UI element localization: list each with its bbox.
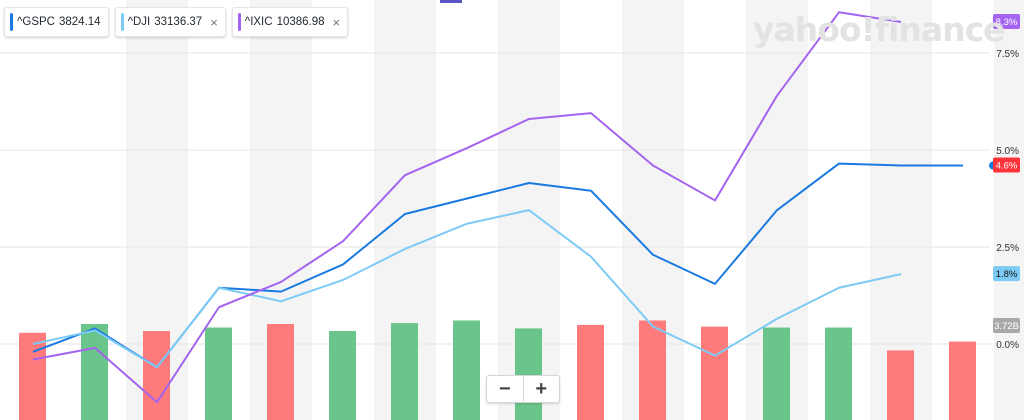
legend-chip-gspc[interactable]: ^GSPC 3824.14: [4, 7, 109, 37]
end-label-bg: [993, 13, 1020, 29]
series-line: [32, 11, 902, 404]
volume-bar: [391, 323, 418, 420]
topmark: [440, 0, 462, 3]
volume-bar: [329, 331, 356, 420]
y-tick-label: 7.5%: [996, 49, 1019, 60]
series-end-label: 8.3%: [993, 13, 1020, 29]
background-band: [870, 0, 932, 420]
series-end-label: 1.8%: [993, 266, 1020, 282]
volume-bar: [887, 350, 914, 420]
legend-symbol: ^GSPC: [17, 16, 55, 28]
volume-bar: [763, 327, 790, 420]
end-label-bg: [993, 157, 1020, 173]
volume-bar: [81, 324, 108, 420]
legend-chip-dji[interactable]: ^DJI 33136.37 ×: [114, 7, 226, 37]
yahoo-finance-watermark: yahoo!finance: [753, 10, 1006, 49]
volume-bar: [639, 320, 666, 420]
close-icon[interactable]: ×: [210, 14, 218, 30]
legend-chip-ixic[interactable]: ^IXIC 10386.98 ×: [231, 7, 349, 37]
end-label-text: 1.8%: [996, 269, 1018, 280]
zoom-out-button[interactable]: −: [487, 376, 524, 402]
end-label-text: 3.72B: [994, 321, 1019, 332]
legend-symbol: ^DJI: [127, 16, 151, 28]
end-label-bg: [993, 266, 1020, 282]
zoom-in-button[interactable]: +: [535, 377, 548, 400]
end-label-text: 8.3%: [996, 17, 1018, 28]
volume-bar: [949, 341, 976, 420]
y-tick-label: 2.5%: [996, 243, 1019, 254]
legend-value: 3824.14: [59, 16, 101, 28]
close-icon[interactable]: ×: [332, 14, 341, 30]
volume-label: 3.72B: [993, 318, 1020, 333]
series-color-marker: [120, 13, 124, 31]
legend-value: 33136.37: [154, 16, 203, 28]
volume-bar: [205, 327, 232, 420]
series-color-marker: [10, 13, 13, 31]
volume-bar: [19, 332, 46, 420]
series-end-label: 4.6%: [993, 157, 1020, 173]
y-tick-label: 0.0%: [996, 340, 1019, 351]
legend-value: 10386.98: [276, 16, 325, 28]
volume-bar: [577, 324, 604, 420]
end-label-bg: [993, 318, 1020, 333]
series-color-marker: [237, 13, 241, 31]
volume-bar: [453, 320, 480, 420]
volume-bar: [143, 331, 170, 420]
end-label-text: 4.6%: [996, 161, 1018, 172]
background-band: [994, 0, 1024, 420]
volume-bar: [515, 328, 542, 420]
legend-symbol: ^IXIC: [244, 16, 273, 28]
volume-bar: [701, 326, 728, 420]
volume-bar: [825, 327, 852, 420]
volume-bar: [267, 324, 294, 420]
zoom-controls: − +: [486, 375, 560, 403]
y-tick-label: 5.0%: [996, 146, 1019, 157]
series-line: [32, 209, 902, 369]
legend: ^GSPC 3824.14 ^DJI 33136.37 × ^IXIC 1038…: [4, 7, 349, 37]
